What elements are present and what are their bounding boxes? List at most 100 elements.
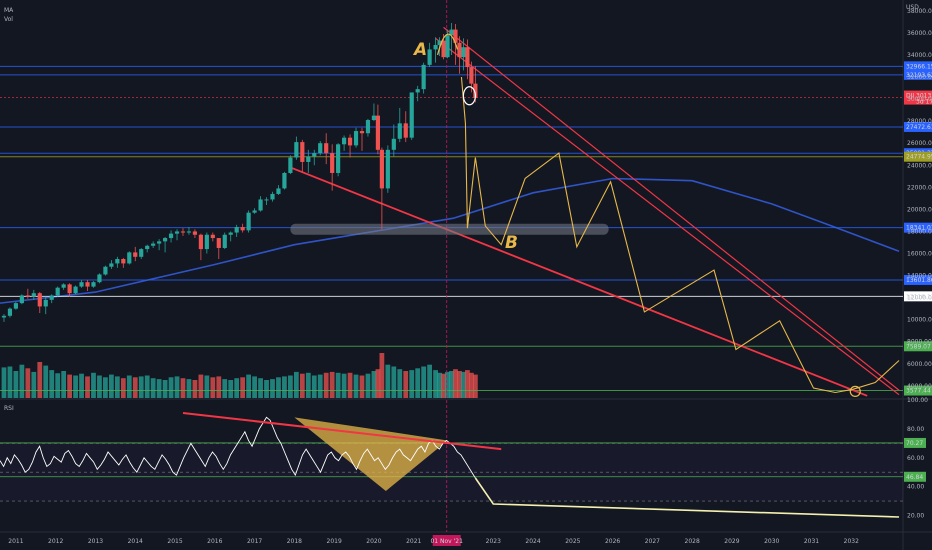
horizontal-levels: 32966.1532193.6227472.6125091.3724774.95… bbox=[0, 0, 932, 532]
volume-bar bbox=[397, 369, 403, 398]
volume-bar bbox=[240, 377, 246, 398]
volume-bar bbox=[359, 375, 365, 398]
level-badge bbox=[904, 291, 932, 302]
candle-body bbox=[216, 238, 221, 248]
volume-bar bbox=[222, 379, 228, 398]
time-tick-label: 2027 bbox=[645, 538, 660, 545]
rsi-label: RSI bbox=[4, 405, 14, 412]
volume-bar bbox=[409, 370, 415, 398]
current-price-countdown: 3d 17h bbox=[916, 99, 932, 106]
volume-bar bbox=[49, 370, 55, 398]
time-tick-label: 2032 bbox=[844, 538, 859, 545]
rsi-tick-label: 100.00 bbox=[907, 397, 928, 404]
candle-body bbox=[198, 234, 203, 250]
candle-body bbox=[222, 234, 227, 248]
candle-body bbox=[49, 295, 54, 300]
candle-body bbox=[31, 293, 36, 297]
volume-bar bbox=[472, 374, 478, 398]
volume-bar bbox=[67, 374, 73, 398]
time-tick-label: 2018 bbox=[287, 538, 302, 545]
trendline bbox=[290, 166, 868, 397]
level-badge bbox=[904, 274, 932, 285]
candle-body bbox=[427, 49, 432, 65]
candle-body bbox=[336, 144, 341, 173]
volume-bar bbox=[234, 378, 240, 398]
time-tick-label: 2014 bbox=[128, 538, 143, 545]
price-tick-label: 16000.00 bbox=[907, 250, 932, 257]
volume-bar bbox=[114, 376, 120, 398]
currency-label: USD bbox=[906, 4, 919, 11]
candle-body bbox=[145, 245, 150, 250]
price-tick-label: 8000.00 bbox=[907, 339, 932, 346]
volume-bar bbox=[453, 369, 458, 398]
candle-body bbox=[270, 193, 275, 200]
level-badge-label: 7589.07 bbox=[906, 343, 931, 350]
volume-bar bbox=[156, 379, 162, 398]
candle-body bbox=[67, 284, 72, 294]
volume-bar bbox=[347, 372, 353, 398]
volume-bar bbox=[79, 373, 84, 398]
volume-bar bbox=[7, 366, 13, 398]
candle-body bbox=[97, 274, 102, 283]
volume-bar bbox=[43, 365, 49, 398]
candle-body bbox=[347, 137, 353, 146]
volume-bar bbox=[317, 374, 323, 398]
volume-bar bbox=[335, 372, 341, 398]
candle-body bbox=[288, 157, 293, 173]
candle-body bbox=[103, 266, 108, 275]
candle-body bbox=[465, 47, 470, 68]
price-tick-label: 24000.00 bbox=[907, 162, 932, 169]
level-badge-label: 13601.86 bbox=[906, 277, 932, 284]
price-tick-label: 28000.00 bbox=[907, 118, 932, 125]
rsi-tick-label: 20.00 bbox=[907, 513, 924, 520]
candle-body bbox=[240, 227, 245, 231]
candle-body bbox=[264, 199, 269, 201]
price-tick-label: 34000.00 bbox=[907, 52, 932, 59]
rsi-level-badge bbox=[904, 437, 926, 448]
volume-bar bbox=[341, 373, 347, 398]
volume-bar bbox=[252, 376, 257, 398]
volume-bar bbox=[437, 372, 442, 398]
candle-body bbox=[375, 115, 380, 150]
price-tick-label: 6000.00 bbox=[907, 361, 932, 368]
candle-body bbox=[168, 233, 174, 239]
volume-bar bbox=[228, 380, 234, 398]
support-zone bbox=[290, 223, 609, 235]
candle-body bbox=[228, 232, 233, 235]
candle-body bbox=[385, 149, 390, 189]
volume-bar bbox=[379, 353, 385, 398]
candle-body bbox=[312, 153, 317, 157]
candle-body bbox=[55, 287, 60, 296]
candle-body bbox=[258, 199, 263, 211]
time-tick-label: 2024 bbox=[525, 538, 540, 545]
crosshair-date-label: 01 Nov '21 bbox=[430, 538, 463, 545]
volume-bar bbox=[415, 368, 421, 398]
volume-bar bbox=[264, 380, 269, 398]
candle-body bbox=[19, 295, 24, 304]
candle-body bbox=[437, 40, 442, 46]
volume-bar bbox=[97, 375, 102, 398]
volume-bar bbox=[1, 367, 7, 398]
volume-bar bbox=[132, 377, 138, 398]
volume-bar bbox=[85, 376, 90, 398]
candle-body bbox=[441, 40, 446, 58]
volume-bar bbox=[204, 375, 210, 398]
volume-bar bbox=[144, 375, 150, 398]
candle-body bbox=[342, 137, 347, 145]
volume-bar bbox=[210, 377, 216, 398]
wave-b-label: B bbox=[505, 233, 518, 253]
volume-bar bbox=[198, 374, 204, 398]
volume-bar bbox=[441, 373, 446, 398]
ma-line bbox=[0, 177, 900, 304]
volume-bar bbox=[427, 364, 433, 398]
rsi-level-label: 46.84 bbox=[906, 474, 923, 481]
candlesticks bbox=[1, 22, 478, 322]
volume-bar bbox=[258, 378, 263, 398]
candle-body bbox=[330, 153, 335, 173]
candle-body bbox=[473, 83, 478, 98]
price-tick-label: 30000.00 bbox=[907, 96, 932, 103]
volume-bar bbox=[37, 362, 43, 398]
volume-bar bbox=[299, 373, 305, 398]
candle-body bbox=[365, 120, 371, 134]
